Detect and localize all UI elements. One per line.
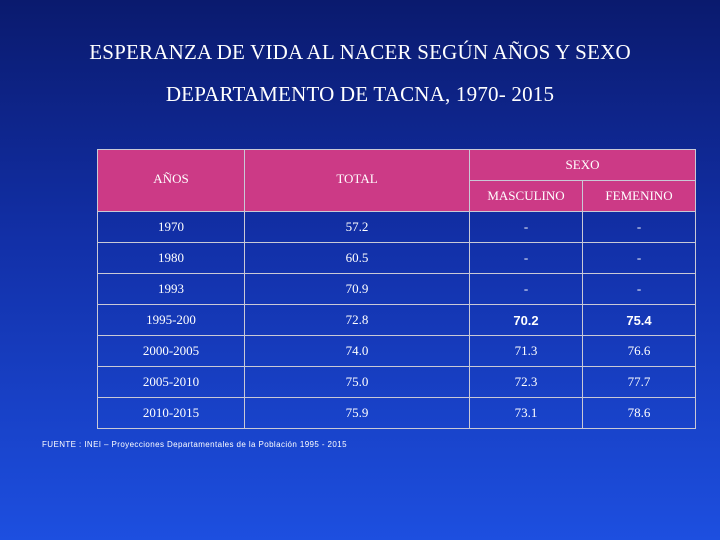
header-total: TOTAL [244,149,470,212]
cell-total: 75.0 [244,366,470,398]
table-row: 1970 57.2 - - [97,211,697,243]
cell-masculino: - [469,273,583,305]
cell-total: 74.0 [244,335,470,367]
cell-anos: 2000-2005 [97,335,245,367]
cell-anos: 2005-2010 [97,366,245,398]
cell-anos: 2010-2015 [97,397,245,429]
table-row: 1995-200 72.8 70.2 75.4 [97,304,697,336]
header-femenino: FEMENINO [581,180,697,212]
cell-femenino: 76.6 [581,335,697,367]
cell-femenino: - [581,273,697,305]
cell-femenino: - [581,211,697,243]
cell-total: 57.2 [244,211,470,243]
cell-masculino: - [469,211,583,243]
cell-anos: 1980 [97,242,245,274]
table-row: 2000-2005 74.0 71.3 76.6 [97,335,697,367]
cell-femenino: 77.7 [581,366,697,398]
cell-masculino: 71.3 [469,335,583,367]
cell-anos: 1970 [97,211,245,243]
header-sexo: SEXO [468,149,697,181]
cell-masculino: 73.1 [469,397,583,429]
title-line-2: DEPARTAMENTO DE TACNA, 1970- 2015 [165,82,555,106]
header-subrow: MASCULINO FEMENINO [98,180,697,212]
table-row: 2005-2010 75.0 72.3 77.7 [97,366,697,398]
title-line-1: ESPERANZA DE VIDA AL NACER SEGÚN AÑOS Y … [89,40,631,64]
cell-femenino: - [581,242,697,274]
header-anos: AÑOS [97,149,245,212]
cell-anos: 1995-200 [97,304,245,336]
header-row: AÑOS TOTAL SEXO [97,149,697,212]
table-row: 2010-2015 75.9 73.1 78.6 [97,397,697,429]
cell-anos: 1993 [97,273,245,305]
cell-masculino: - [469,242,583,274]
source-note: FUENTE : INEI – Proyecciones Departament… [42,440,347,449]
cell-total: 60.5 [244,242,470,274]
cell-femenino: 75.4 [581,304,697,336]
life-expectancy-table: AÑOS TOTAL SEXO MASCULINO FEMENINO 1970 … [97,149,697,429]
table-row: 1993 70.9 - - [97,273,697,305]
table-row: 1980 60.5 - - [97,242,697,274]
header-masculino: MASCULINO [469,180,583,212]
cell-masculino: 70.2 [469,304,583,336]
cell-total: 72.8 [244,304,470,336]
cell-total: 75.9 [244,397,470,429]
cell-masculino: 72.3 [469,366,583,398]
cell-total: 70.9 [244,273,470,305]
cell-femenino: 78.6 [581,397,697,429]
